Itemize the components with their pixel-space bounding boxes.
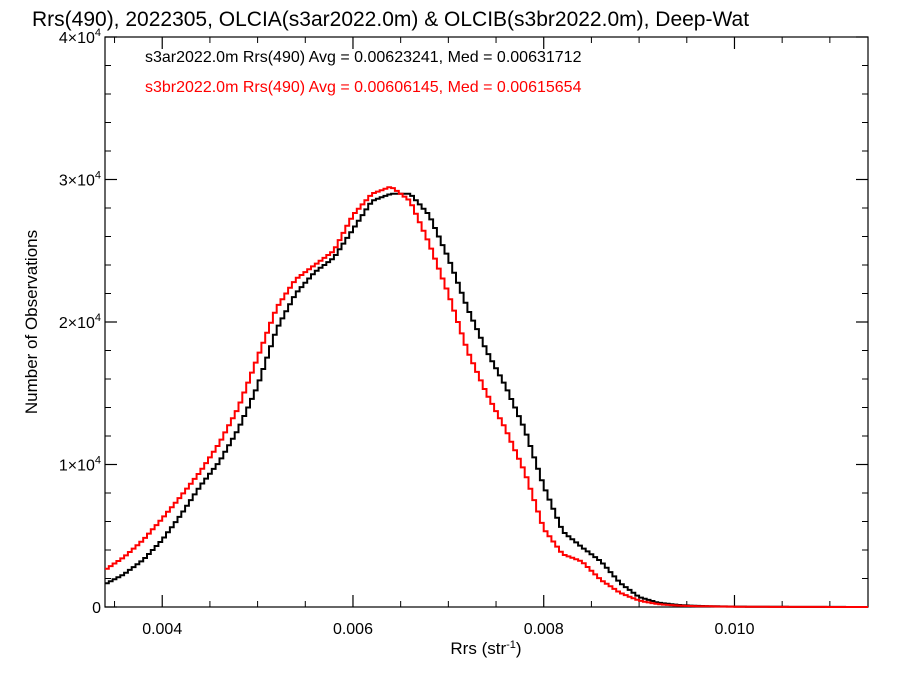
x-axis: 0.004 0.006 0.008 0.010 bbox=[114, 37, 831, 638]
x-tick-label: 0.008 bbox=[524, 621, 564, 638]
chart-title: Rrs(490), 2022305, OLCIA(s3ar2022.0m) & … bbox=[32, 8, 749, 31]
y-tick-label: 3×104 bbox=[59, 170, 101, 190]
y-tick-label: 1×104 bbox=[59, 455, 101, 475]
y-tick-label: 2×104 bbox=[59, 312, 101, 332]
y-axis: 0 1×104 2×104 3×104 4×104 bbox=[59, 27, 868, 617]
x-axis-title-main: Rrs (str bbox=[450, 639, 506, 658]
x-axis-title: Rrs (str-1) bbox=[450, 639, 521, 658]
y-tick-label: 0 bbox=[92, 600, 101, 617]
y-tick-label: 4×104 bbox=[59, 27, 101, 47]
y-axis-title: Number of Observations bbox=[22, 230, 41, 414]
legend-entry-s3ar: s3ar2022.0m Rrs(490) Avg = 0.00623241, M… bbox=[145, 49, 582, 66]
series-line-s3ar bbox=[105, 192, 868, 608]
plot-frame bbox=[104, 36, 869, 608]
x-axis-title-exponent: -1 bbox=[506, 639, 516, 651]
legend-entry-s3br: s3br2022.0m Rrs(490) Avg = 0.00606145, M… bbox=[145, 79, 582, 96]
x-tick-label: 0.006 bbox=[333, 621, 373, 638]
x-tick-label: 0.010 bbox=[714, 621, 754, 638]
series-line-s3br bbox=[105, 186, 868, 608]
series-lines bbox=[105, 186, 868, 608]
x-axis-title-close: ) bbox=[516, 639, 522, 658]
x-tick-label: 0.004 bbox=[142, 621, 182, 638]
